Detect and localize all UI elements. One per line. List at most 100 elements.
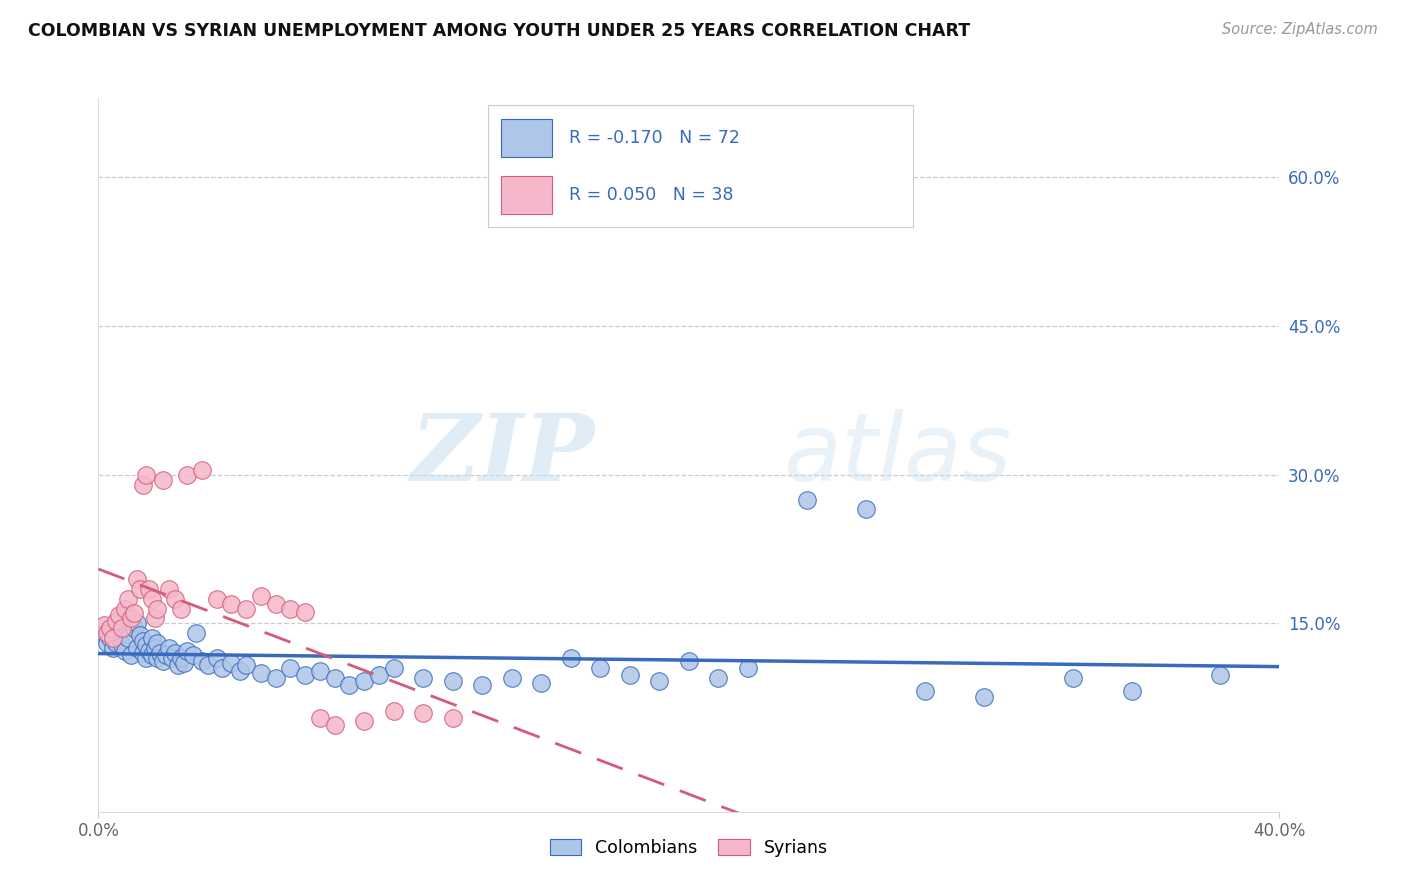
Point: [1209, 668, 1232, 682]
Point: [108, 626, 131, 640]
Point: [294, 605, 316, 619]
Point: [219, 656, 242, 670]
Point: [382, 704, 405, 718]
Point: [707, 671, 730, 685]
Point: [211, 661, 233, 675]
Point: [184, 626, 207, 640]
Point: [235, 658, 257, 673]
Point: [132, 634, 155, 648]
Point: [353, 673, 375, 688]
Point: [176, 644, 198, 658]
Point: [138, 582, 160, 596]
Point: [678, 654, 700, 668]
Point: [111, 638, 134, 652]
Point: [135, 651, 157, 665]
Point: [141, 648, 163, 662]
Point: [93, 626, 115, 640]
Point: [412, 706, 434, 720]
Point: [125, 641, 148, 656]
Point: [155, 648, 177, 662]
Point: [648, 673, 671, 688]
Point: [135, 467, 157, 482]
Point: [250, 589, 273, 603]
Point: [141, 591, 163, 606]
Point: [125, 616, 148, 631]
Point: [191, 654, 214, 668]
Point: [973, 690, 995, 704]
Point: [619, 668, 641, 682]
Point: [501, 671, 523, 685]
Point: [138, 644, 160, 658]
Point: [120, 648, 142, 662]
Point: [152, 654, 174, 668]
Text: COLOMBIAN VS SYRIAN UNEMPLOYMENT AMONG YOUTH UNDER 25 YEARS CORRELATION CHART: COLOMBIAN VS SYRIAN UNEMPLOYMENT AMONG Y…: [28, 22, 970, 40]
Point: [796, 492, 818, 507]
Point: [589, 661, 612, 675]
Point: [143, 611, 166, 625]
Point: [162, 651, 183, 665]
Point: [176, 467, 198, 482]
Point: [165, 646, 187, 660]
Point: [152, 473, 174, 487]
Point: [737, 661, 759, 675]
Point: [170, 651, 193, 665]
Point: [235, 601, 257, 615]
Point: [146, 651, 169, 665]
Legend: Colombians, Syrians: Colombians, Syrians: [543, 831, 835, 863]
Point: [120, 611, 142, 625]
Point: [229, 664, 252, 678]
Point: [309, 710, 332, 724]
Point: [157, 641, 180, 656]
Point: [205, 591, 228, 606]
Point: [219, 597, 242, 611]
Point: [114, 644, 136, 658]
Point: [914, 683, 936, 698]
Point: [96, 636, 118, 650]
Point: [149, 646, 172, 660]
Point: [93, 618, 115, 632]
Point: [264, 597, 287, 611]
Point: [1062, 671, 1084, 685]
Point: [114, 601, 136, 615]
Point: [143, 641, 166, 656]
Point: [278, 601, 302, 615]
Point: [98, 632, 121, 646]
Point: [132, 477, 155, 491]
Point: [135, 638, 157, 652]
Text: Source: ZipAtlas.com: Source: ZipAtlas.com: [1222, 22, 1378, 37]
Point: [128, 582, 150, 596]
Point: [1121, 683, 1143, 698]
Point: [146, 601, 169, 615]
Point: [382, 661, 405, 675]
Point: [141, 632, 163, 646]
Point: [181, 648, 204, 662]
Point: [441, 673, 464, 688]
Point: [98, 621, 121, 635]
Point: [105, 636, 128, 650]
Point: [122, 607, 145, 621]
Point: [323, 717, 346, 731]
Point: [560, 651, 582, 665]
Point: [103, 641, 125, 656]
Point: [111, 621, 134, 635]
Point: [117, 632, 139, 646]
Point: [339, 678, 360, 692]
Point: [117, 591, 139, 606]
Point: [157, 582, 180, 596]
Point: [173, 656, 195, 670]
Text: atlas: atlas: [783, 409, 1012, 500]
Point: [170, 601, 193, 615]
Point: [165, 591, 187, 606]
Point: [855, 502, 877, 516]
Point: [441, 710, 464, 724]
Point: [471, 678, 494, 692]
Point: [353, 714, 375, 728]
Point: [250, 665, 273, 680]
Text: ZIP: ZIP: [411, 410, 595, 500]
Point: [368, 668, 391, 682]
Point: [125, 572, 148, 586]
Point: [96, 626, 118, 640]
Point: [205, 651, 228, 665]
Point: [294, 668, 316, 682]
Point: [278, 661, 302, 675]
